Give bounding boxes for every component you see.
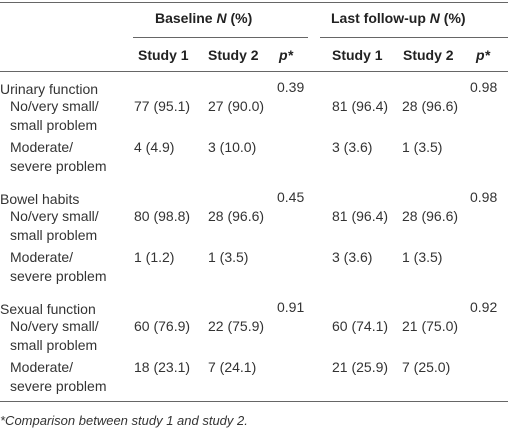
section-label: Sexual function xyxy=(0,301,96,317)
row-label: severe problem xyxy=(10,268,107,284)
cell-value: 77 (95.1) xyxy=(134,98,191,114)
footnote: *Comparison between study 1 and study 2. xyxy=(0,413,248,428)
section-label: Urinary function xyxy=(0,81,99,97)
group-header: Last follow-up N (%) xyxy=(331,9,466,27)
cell-value: 60 (74.1) xyxy=(332,318,389,334)
row-label: severe problem xyxy=(10,378,107,394)
cell-value: 28 (96.6) xyxy=(208,208,265,224)
cell-value: 7 (24.1) xyxy=(208,359,257,375)
cell-value: 60 (76.9) xyxy=(134,318,191,334)
cell-value: 81 (96.4) xyxy=(332,98,389,114)
cell-value: 1 (3.5) xyxy=(402,249,443,265)
column-header: Study 2 xyxy=(403,47,454,63)
cell-value: 21 (75.0) xyxy=(402,318,459,334)
header-rule xyxy=(0,71,508,72)
p-value: 0.45 xyxy=(277,189,305,205)
cell-value: 18 (23.1) xyxy=(134,359,191,375)
row-label: Moderate/ xyxy=(10,139,74,155)
group-header-part: Last follow-up xyxy=(331,10,430,26)
row-label: No/very small/ xyxy=(10,318,99,334)
cell-value: 80 (98.8) xyxy=(134,208,191,224)
cell-value: 28 (96.6) xyxy=(402,98,459,114)
row-label: small problem xyxy=(10,117,98,133)
column-header: Study 1 xyxy=(138,47,189,63)
p-value: 0.92 xyxy=(470,299,498,315)
cell-value: 3 (3.6) xyxy=(332,249,373,265)
row-label: severe problem xyxy=(10,158,107,174)
row-label: Moderate/ xyxy=(10,359,74,375)
row-label: Moderate/ xyxy=(10,249,74,265)
cell-value: 22 (75.9) xyxy=(208,318,265,334)
top-rule xyxy=(0,2,508,3)
cell-value: 21 (25.9) xyxy=(332,359,389,375)
group-header-part: (%) xyxy=(226,10,253,26)
cell-value: 81 (96.4) xyxy=(332,208,389,224)
row-label: No/very small/ xyxy=(10,98,99,114)
cell-value: 28 (96.6) xyxy=(402,208,459,224)
cell-value: 27 (90.0) xyxy=(208,98,265,114)
group-rule xyxy=(133,37,308,38)
column-header: p* xyxy=(279,47,293,63)
cell-value: 3 (10.0) xyxy=(208,139,257,155)
group-header-part: N xyxy=(216,10,227,26)
cell-value: 7 (25.0) xyxy=(402,359,451,375)
column-header: Study 1 xyxy=(332,47,383,63)
cell-value: 1 (3.5) xyxy=(208,249,249,265)
p-value: 0.98 xyxy=(470,79,498,95)
group-header: Baseline N (%) xyxy=(155,9,252,27)
column-header: Study 2 xyxy=(208,47,259,63)
section-label: Bowel habits xyxy=(0,191,80,207)
row-label: small problem xyxy=(10,337,98,353)
cell-value: 1 (1.2) xyxy=(134,249,175,265)
cell-value: 1 (3.5) xyxy=(402,139,443,155)
group-header-part: (%) xyxy=(439,10,466,26)
p-value: 0.98 xyxy=(470,189,498,205)
row-label: small problem xyxy=(10,227,98,243)
bottom-rule xyxy=(0,401,508,402)
cell-value: 3 (3.6) xyxy=(332,139,373,155)
group-header-part: Baseline xyxy=(155,10,217,26)
cell-value: 4 (4.9) xyxy=(134,139,175,155)
p-value: 0.39 xyxy=(277,79,305,95)
group-header-part: N xyxy=(429,10,440,26)
column-header: p* xyxy=(476,47,490,63)
group-rule xyxy=(320,37,508,38)
p-value: 0.91 xyxy=(277,299,305,315)
row-label: No/very small/ xyxy=(10,208,99,224)
